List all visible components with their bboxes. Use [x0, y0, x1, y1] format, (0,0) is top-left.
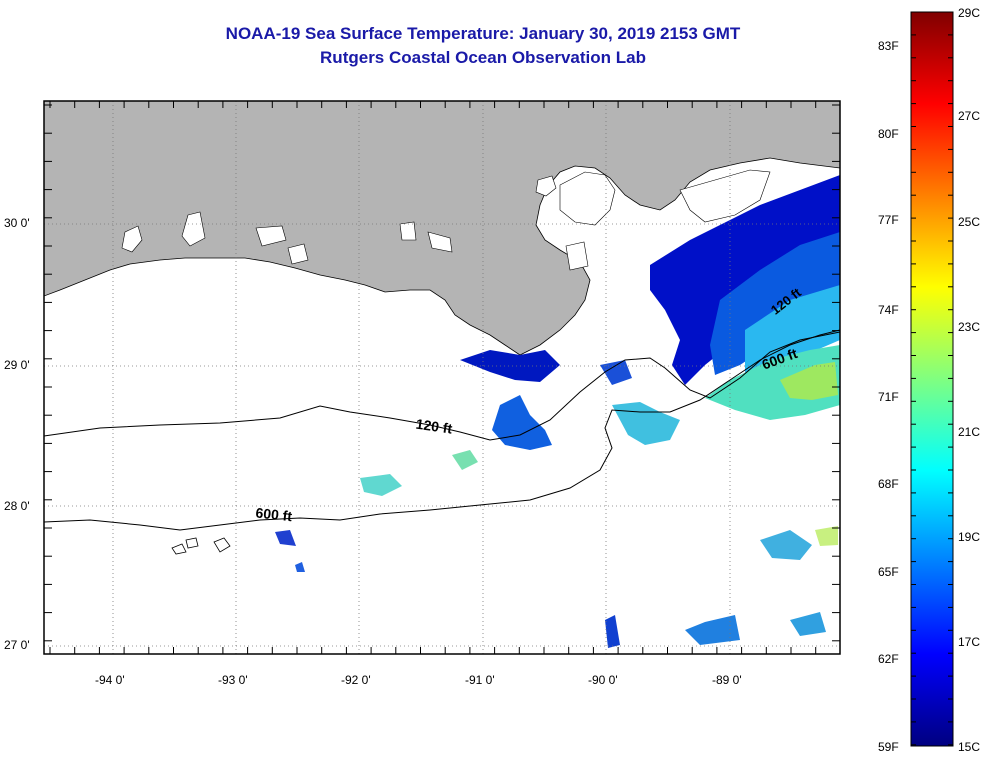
colorbar-f-71: 71F — [878, 390, 899, 404]
contour-label-120ft: 120 ft — [415, 416, 454, 437]
contour-label-600ft: 600 ft — [255, 504, 293, 524]
colorbar-f-68: 68F — [878, 477, 899, 491]
map-title: NOAA-19 Sea Surface Temperature: January… — [225, 24, 741, 43]
lon-label-92: -92 0' — [341, 673, 371, 687]
lon-label-89: -89 0' — [712, 673, 742, 687]
colorbar-c-15: 15C — [958, 740, 981, 754]
lake — [679, 169, 771, 223]
colorbar-c-19: 19C — [958, 530, 981, 544]
lon-label-90: -90 0' — [588, 673, 618, 687]
contour-600ft-line — [44, 329, 840, 531]
lon-label-91: -91 0' — [465, 673, 495, 687]
colorbar-f-77: 77F — [878, 213, 899, 227]
seamount-contour — [185, 537, 199, 549]
colorbar-ticks — [911, 11, 953, 746]
lon-label-94: -94 0' — [95, 673, 125, 687]
lake — [399, 221, 417, 241]
frame-ticks — [44, 101, 840, 654]
colorbar-f-80: 80F — [878, 127, 899, 141]
land-mass — [44, 101, 840, 356]
graticule — [44, 101, 840, 654]
colorbar-c-29: 29C — [958, 6, 981, 20]
colorbar-c-25: 25C — [958, 215, 981, 229]
seamount-contour — [213, 537, 231, 553]
sst-data-layer — [275, 175, 840, 648]
lat-label-27: 27 0' — [4, 638, 30, 652]
lake — [287, 243, 309, 265]
colorbar-f-59: 59F — [878, 740, 899, 754]
lat-label-30: 30 0' — [4, 216, 30, 230]
lake — [427, 231, 453, 253]
lon-label-93: -93 0' — [218, 673, 248, 687]
colorbar-f-65: 65F — [878, 565, 899, 579]
seamount-contour — [171, 543, 187, 555]
map-frame — [43, 100, 841, 655]
colorbar-f-83: 83F — [878, 39, 899, 53]
colorbar-f-74: 74F — [878, 303, 899, 317]
lake — [535, 175, 557, 197]
lake — [565, 241, 589, 271]
lat-label-28: 28 0' — [4, 499, 30, 513]
colorbar — [910, 11, 954, 747]
colorbar-c-21: 21C — [958, 425, 981, 439]
lake — [559, 171, 616, 226]
lake — [255, 225, 287, 247]
contour-120ft-line — [44, 331, 840, 441]
lake — [121, 225, 143, 253]
lat-label-29: 29 0' — [4, 358, 30, 372]
colorbar-f-62: 62F — [878, 652, 899, 666]
colorbar-c-23: 23C — [958, 320, 981, 334]
colorbar-c-17: 17C — [958, 635, 981, 649]
map-subtitle: Rutgers Coastal Ocean Observation Lab — [320, 48, 646, 67]
lake — [181, 211, 206, 247]
colorbar-c-27: 27C — [958, 109, 981, 123]
